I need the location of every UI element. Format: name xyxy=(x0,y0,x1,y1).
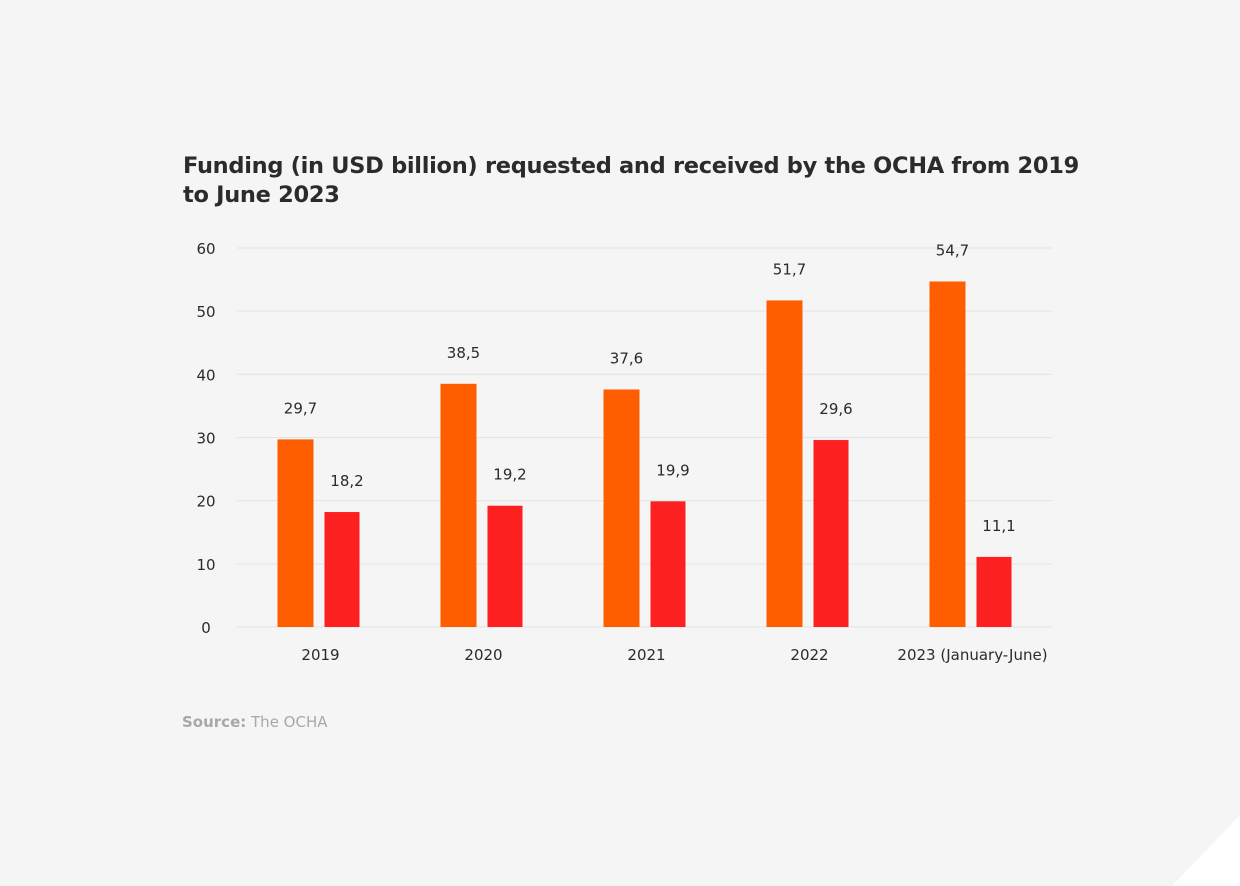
data-label: 19,2 xyxy=(493,466,526,484)
x-tick-label: 2020 xyxy=(464,646,502,664)
x-tick-label: 2021 xyxy=(627,646,665,664)
bar-received xyxy=(487,505,523,627)
data-label: 11,1 xyxy=(982,517,1015,535)
source-text: The OCHA xyxy=(246,713,328,731)
data-label: 29,7 xyxy=(284,399,317,417)
bar-requested xyxy=(440,383,477,627)
y-tick-label: 50 xyxy=(196,303,215,321)
chart-title: Funding (in USD billion) requested and r… xyxy=(183,153,1079,208)
y-tick-label: 10 xyxy=(196,556,215,574)
bar-received xyxy=(324,512,360,627)
data-label: 38,5 xyxy=(447,344,480,362)
data-label: 18,2 xyxy=(330,472,363,490)
bar-requested xyxy=(929,281,966,627)
y-tick-label: 20 xyxy=(196,493,215,511)
bar-requested xyxy=(603,389,640,627)
y-tick-label: 40 xyxy=(196,366,215,384)
source-note: Source: The OCHA xyxy=(182,713,328,731)
x-tick-label: 2022 xyxy=(790,646,828,664)
x-tick-label: 2023 (January-June) xyxy=(897,646,1047,664)
bar-received xyxy=(650,501,686,627)
x-tick-label: 2019 xyxy=(301,646,339,664)
data-label: 29,6 xyxy=(819,400,852,418)
y-tick-label: 0 xyxy=(201,619,211,637)
data-label: 19,9 xyxy=(656,461,689,479)
data-label: 51,7 xyxy=(773,260,806,278)
bar-requested xyxy=(277,439,314,627)
bar-received xyxy=(976,556,1012,627)
source-label: Source: xyxy=(182,713,247,731)
bar-requested xyxy=(766,300,803,627)
y-tick-label: 30 xyxy=(196,430,215,448)
data-label: 54,7 xyxy=(936,241,969,259)
data-label: 37,6 xyxy=(610,349,643,367)
y-tick-label: 60 xyxy=(196,240,215,258)
bar-received xyxy=(813,440,849,627)
